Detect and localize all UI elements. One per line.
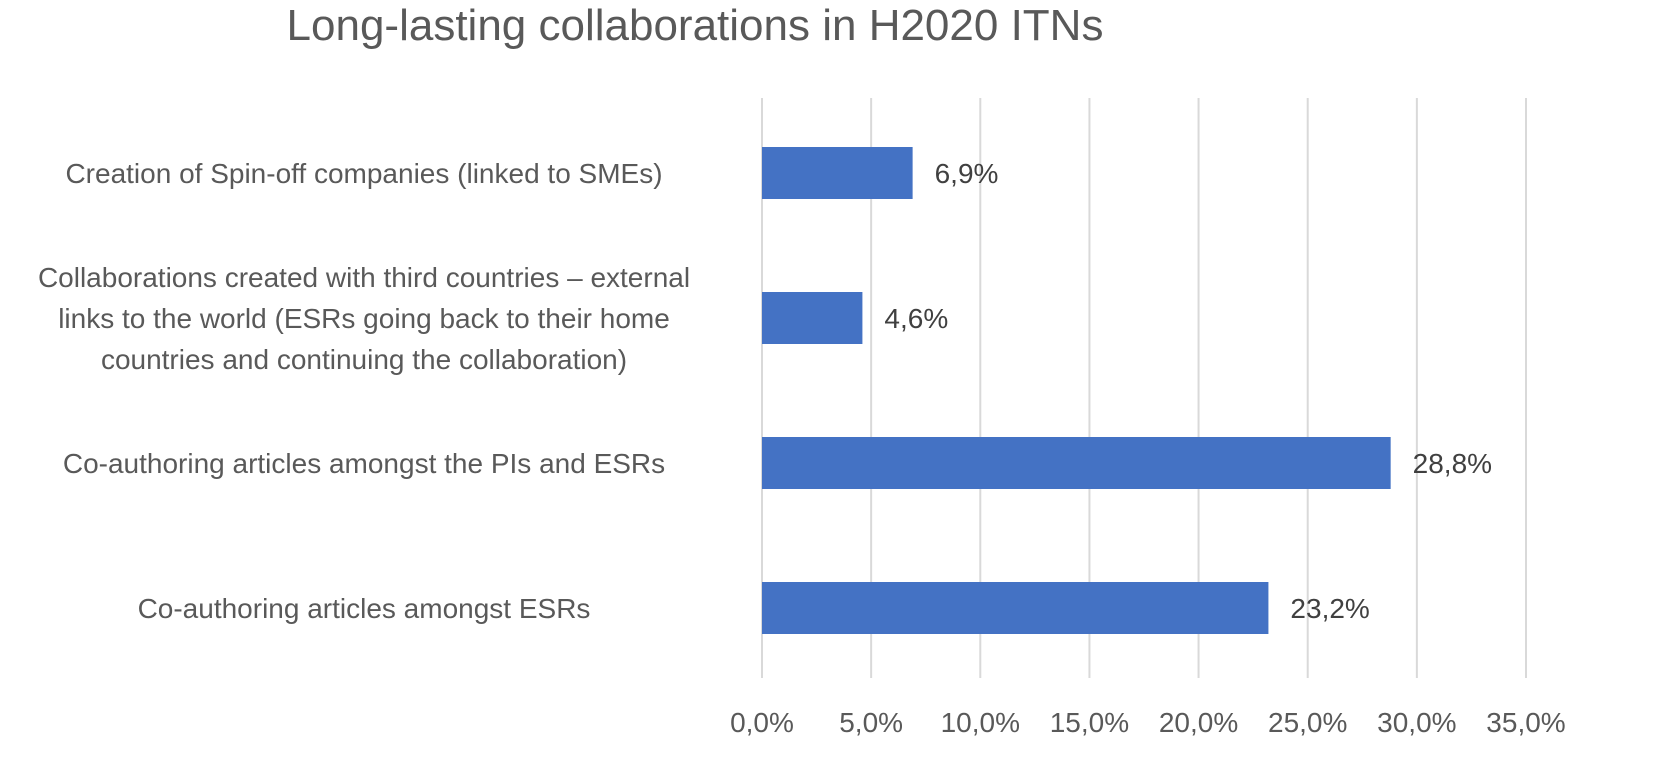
data-label: 4,6% <box>884 303 948 334</box>
category-label: Co-authoring articles amongst the PIs an… <box>63 448 665 479</box>
data-label: 6,9% <box>935 158 999 189</box>
category-label-line: countries and continuing the collaborati… <box>101 344 627 375</box>
x-tick-labels: 0,0% 5,0% 10,0% 15,0% 20,0% 25,0% 30,0% 35,0% <box>730 707 1566 738</box>
data-labels: 6,9% 4,6% 28,8% 23,2% <box>884 158 1492 624</box>
category-label-line: Creation of Spin-off companies (linked t… <box>65 158 662 189</box>
data-label: 23,2% <box>1290 593 1369 624</box>
bars <box>762 147 1391 634</box>
bar <box>762 437 1391 489</box>
data-label: 28,8% <box>1413 448 1492 479</box>
x-tick-label: 15,0% <box>1050 707 1129 738</box>
category-label: Collaborations created with third countr… <box>38 262 690 375</box>
x-tick-label: 35,0% <box>1486 707 1565 738</box>
x-tick-label: 30,0% <box>1377 707 1456 738</box>
category-label: Co-authoring articles amongst ESRs <box>138 593 591 624</box>
bar <box>762 292 863 344</box>
category-label-line: Collaborations created with third countr… <box>38 262 690 293</box>
x-tick-label: 25,0% <box>1268 707 1347 738</box>
x-tick-label: 20,0% <box>1159 707 1238 738</box>
x-tick-label: 10,0% <box>941 707 1020 738</box>
category-label-line: Co-authoring articles amongst ESRs <box>138 593 591 624</box>
bar <box>762 147 913 199</box>
x-tick-label: 5,0% <box>839 707 903 738</box>
category-label-line: links to the world (ESRs going back to t… <box>58 303 670 334</box>
bar <box>762 582 1269 634</box>
category-labels: Creation of Spin-off companies (linked t… <box>38 158 690 624</box>
category-label: Creation of Spin-off companies (linked t… <box>65 158 662 189</box>
chart-title: Long-lasting collaborations in H2020 ITN… <box>286 1 1104 50</box>
x-tick-label: 0,0% <box>730 707 794 738</box>
category-label-line: Co-authoring articles amongst the PIs an… <box>63 448 665 479</box>
